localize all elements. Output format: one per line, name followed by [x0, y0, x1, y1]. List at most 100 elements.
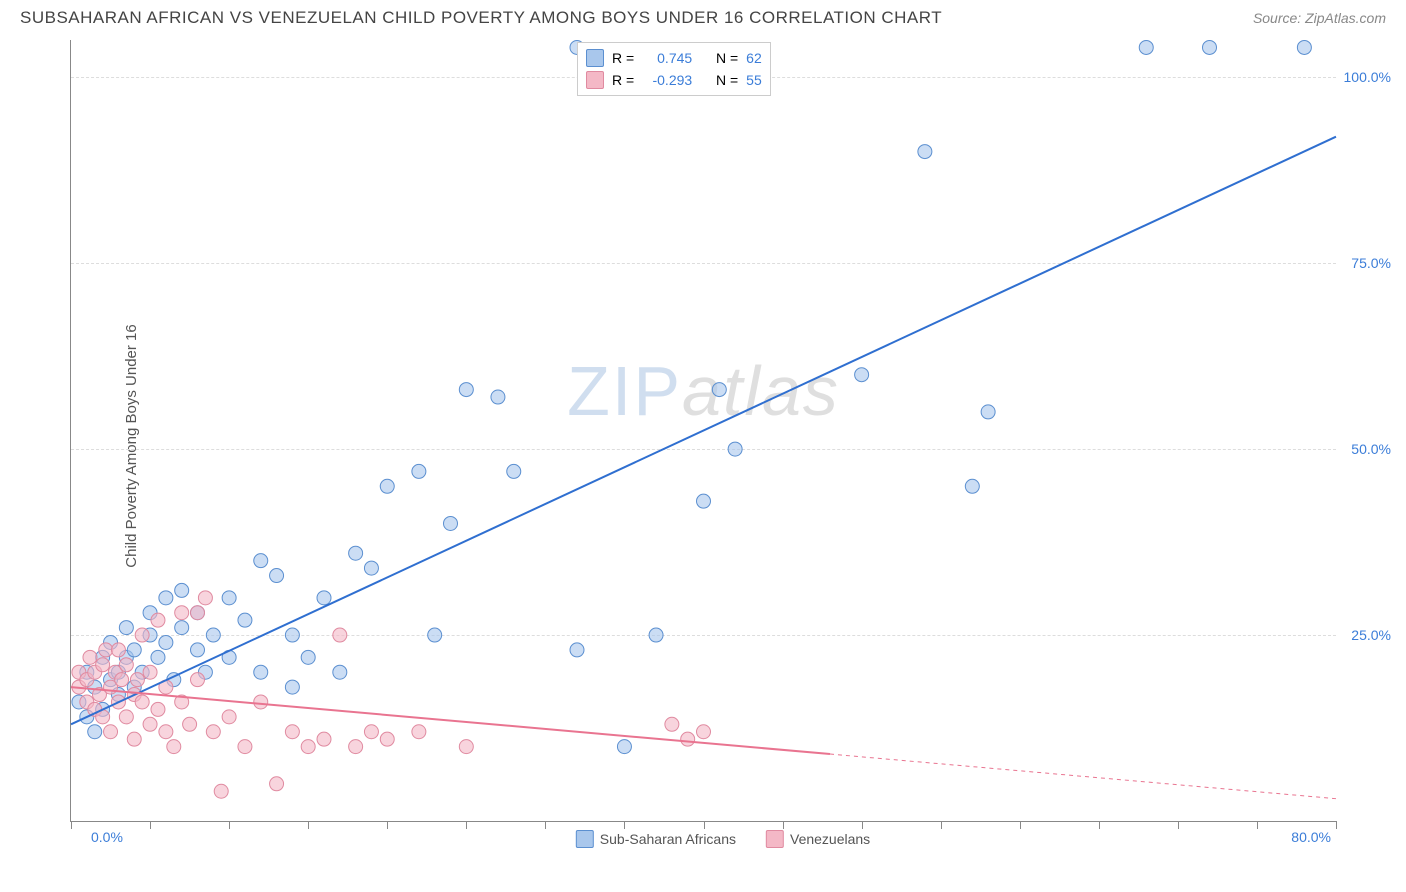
x-tick [1178, 821, 1179, 829]
data-point [99, 643, 113, 657]
legend-item-series-0: Sub-Saharan Africans [576, 830, 736, 848]
y-tick-label: 100.0% [1344, 69, 1391, 85]
data-point [96, 658, 110, 672]
x-tick [1257, 821, 1258, 829]
x-tick [150, 821, 151, 829]
data-point [175, 583, 189, 597]
data-point [697, 494, 711, 508]
x-tick [466, 821, 467, 829]
n-label: N = [716, 47, 738, 69]
data-point [159, 725, 173, 739]
data-point [88, 725, 102, 739]
data-point [728, 442, 742, 456]
data-point [285, 725, 299, 739]
data-point [491, 390, 505, 404]
data-point [206, 725, 220, 739]
data-point [191, 643, 205, 657]
chart-title: SUBSAHARAN AFRICAN VS VENEZUELAN CHILD P… [20, 8, 942, 28]
x-axis-max-label: 80.0% [1291, 829, 1331, 845]
data-point [159, 591, 173, 605]
data-point [570, 643, 584, 657]
x-tick [941, 821, 942, 829]
data-point [119, 621, 133, 635]
x-tick [1099, 821, 1100, 829]
x-tick [1336, 821, 1337, 829]
source-attribution: Source: ZipAtlas.com [1253, 10, 1386, 26]
data-point [270, 777, 284, 791]
data-point [119, 710, 133, 724]
data-point [151, 650, 165, 664]
chart-container: Child Poverty Among Boys Under 16 ZIPatl… [50, 40, 1396, 852]
data-point [380, 732, 394, 746]
x-tick [229, 821, 230, 829]
data-point [965, 479, 979, 493]
regression-line [71, 137, 1336, 725]
y-tick-label: 25.0% [1351, 627, 1391, 643]
data-point [380, 479, 394, 493]
data-point [254, 695, 268, 709]
data-point [681, 732, 695, 746]
data-point [115, 673, 129, 687]
data-point [855, 368, 869, 382]
data-point [175, 606, 189, 620]
data-point [151, 702, 165, 716]
swatch-series-0 [586, 49, 604, 67]
swatch-series-1-icon [766, 830, 784, 848]
data-point [333, 628, 347, 642]
data-point [697, 725, 711, 739]
data-point [459, 383, 473, 397]
x-tick [387, 821, 388, 829]
y-tick-label: 50.0% [1351, 441, 1391, 457]
correlation-legend: R = 0.745 N = 62 R = -0.293 N = 55 [577, 42, 771, 96]
x-tick [624, 821, 625, 829]
data-point [412, 725, 426, 739]
data-point [507, 464, 521, 478]
data-point [254, 554, 268, 568]
r-label: R = [612, 69, 634, 91]
data-point [222, 710, 236, 724]
n-value-series-0: 62 [746, 47, 762, 69]
data-point [127, 732, 141, 746]
data-point [617, 740, 631, 754]
data-point [222, 591, 236, 605]
data-point [130, 673, 144, 687]
data-point [83, 650, 97, 664]
data-point [428, 628, 442, 642]
data-point [285, 680, 299, 694]
data-point [191, 606, 205, 620]
data-point [459, 740, 473, 754]
data-point [333, 665, 347, 679]
data-point [712, 383, 726, 397]
scatter-svg [71, 40, 1336, 821]
x-tick [783, 821, 784, 829]
data-point [111, 643, 125, 657]
data-point [175, 621, 189, 635]
data-point [135, 628, 149, 642]
x-tick [1020, 821, 1021, 829]
data-point [143, 717, 157, 731]
data-point [206, 628, 220, 642]
x-tick [704, 821, 705, 829]
n-label: N = [716, 69, 738, 91]
data-point [119, 658, 133, 672]
data-point [143, 665, 157, 679]
data-point [981, 405, 995, 419]
data-point [1203, 40, 1217, 54]
data-point [364, 725, 378, 739]
regression-line-extrapolated [830, 754, 1336, 799]
data-point [349, 546, 363, 560]
data-point [301, 740, 315, 754]
y-tick-label: 75.0% [1351, 255, 1391, 271]
series-legend: Sub-Saharan Africans Venezuelans [576, 830, 870, 848]
data-point [649, 628, 663, 642]
r-value-series-0: 0.745 [642, 47, 692, 69]
data-point [127, 643, 141, 657]
data-point [198, 591, 212, 605]
legend-row-series-0: R = 0.745 N = 62 [586, 47, 762, 69]
data-point [285, 628, 299, 642]
data-point [364, 561, 378, 575]
x-tick [71, 821, 72, 829]
data-point [135, 695, 149, 709]
swatch-series-0-icon [576, 830, 594, 848]
data-point [444, 516, 458, 530]
